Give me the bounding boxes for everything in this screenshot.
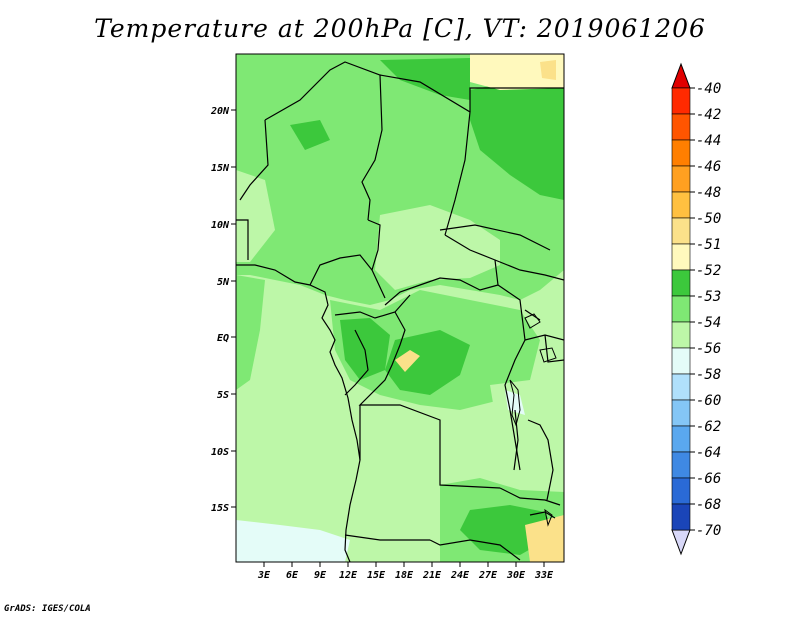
colorbar-swatch [671, 347, 691, 375]
lat-label: 20N [210, 106, 230, 117]
colorbar-swatch [671, 113, 691, 141]
lat-label: 10S [211, 447, 229, 458]
lon-label: 18E [395, 570, 414, 581]
lon-label: 30E [506, 570, 526, 581]
colorbar-label: -52 [696, 263, 721, 279]
temperature-field [236, 54, 564, 562]
colorbar-top-arrow [671, 62, 691, 89]
lon-label: 21E [422, 570, 442, 581]
colorbar-label: -53 [696, 289, 721, 305]
lon-label: 9E [314, 570, 327, 581]
lakes [509, 313, 557, 527]
lon-label: 3E [257, 570, 271, 581]
colorbar-swatch [671, 373, 691, 401]
field-50-patch [395, 350, 420, 372]
credit-label: GrADS: IGES/COLA [4, 604, 91, 614]
colorbar-label: -48 [696, 185, 721, 201]
country-borders [236, 61, 564, 562]
colorbar-label: -58 [696, 367, 721, 383]
colorbar-label: -51 [696, 237, 721, 253]
map-frame [235, 53, 565, 563]
field-patch [236, 170, 275, 262]
colorbar-label: -70 [696, 523, 721, 539]
colorbar-label: -68 [696, 497, 721, 513]
colorbar-swatch [671, 295, 691, 323]
field-52-ne [470, 80, 564, 200]
field-52-n [290, 120, 330, 150]
colorbar-bottom-arrow [671, 529, 691, 556]
colorbar: -40 -42 -44 -46 -48 -50 -51 -52 -53 -54 -56 -58 -60 -… [671, 62, 721, 556]
colorbar-swatch [671, 451, 691, 479]
colorbar-swatch [671, 321, 691, 349]
colorbar-swatch [671, 191, 691, 219]
colorbar-label: -44 [696, 133, 721, 149]
colorbar-label: -54 [696, 315, 721, 331]
lon-label: 24E [450, 570, 470, 581]
colorbar-label: -62 [696, 419, 721, 435]
field-56-sw [236, 520, 350, 562]
colorbar-label: -56 [696, 341, 721, 357]
colorbar-swatch [671, 139, 691, 167]
lat-label: 15N [211, 163, 230, 174]
colorbar-swatch [671, 399, 691, 427]
colorbar-swatch [671, 503, 691, 531]
lon-label: 6E [286, 570, 299, 581]
colorbar-swatch [671, 217, 691, 245]
lat-label: 15S [211, 503, 229, 514]
lon-label: 33E [534, 570, 554, 581]
lon-label: 12E [339, 570, 358, 581]
lat-label: 10N [211, 220, 230, 231]
colorbar-swatch [671, 477, 691, 505]
map-title: Temperature at 200hPa [C], VT: 201906120… [94, 14, 706, 43]
lat-label: 5S [217, 390, 229, 401]
colorbar-label: -60 [696, 393, 721, 409]
colorbar-swatch [671, 269, 691, 297]
colorbar-swatch [671, 87, 691, 115]
field-52-top [380, 58, 470, 100]
lat-label: 5N [217, 277, 230, 288]
field-50-se [525, 515, 564, 562]
colorbar-swatch [671, 425, 691, 453]
field-50-ne [540, 60, 556, 80]
colorbar-label: -40 [696, 81, 721, 97]
lat-axis: 20N 15N 10N 5N EQ 5S 10S 15S [210, 106, 236, 514]
colorbar-label: -64 [696, 445, 721, 461]
colorbar-swatch [671, 165, 691, 193]
lon-label: 15E [367, 570, 386, 581]
colorbar-label: -42 [696, 107, 721, 123]
field-53-coast [236, 275, 265, 390]
colorbar-label: -66 [696, 471, 721, 487]
lon-label: 27E [478, 570, 498, 581]
colorbar-swatch [671, 243, 691, 271]
field-52-central [385, 330, 470, 395]
colorbar-label: -50 [696, 211, 721, 227]
lon-axis: 3E 6E 9E 12E 15E 18E 21E 24E 27E 30E 33E [257, 562, 554, 581]
lat-label: EQ [217, 333, 229, 344]
colorbar-label: -46 [696, 159, 721, 175]
